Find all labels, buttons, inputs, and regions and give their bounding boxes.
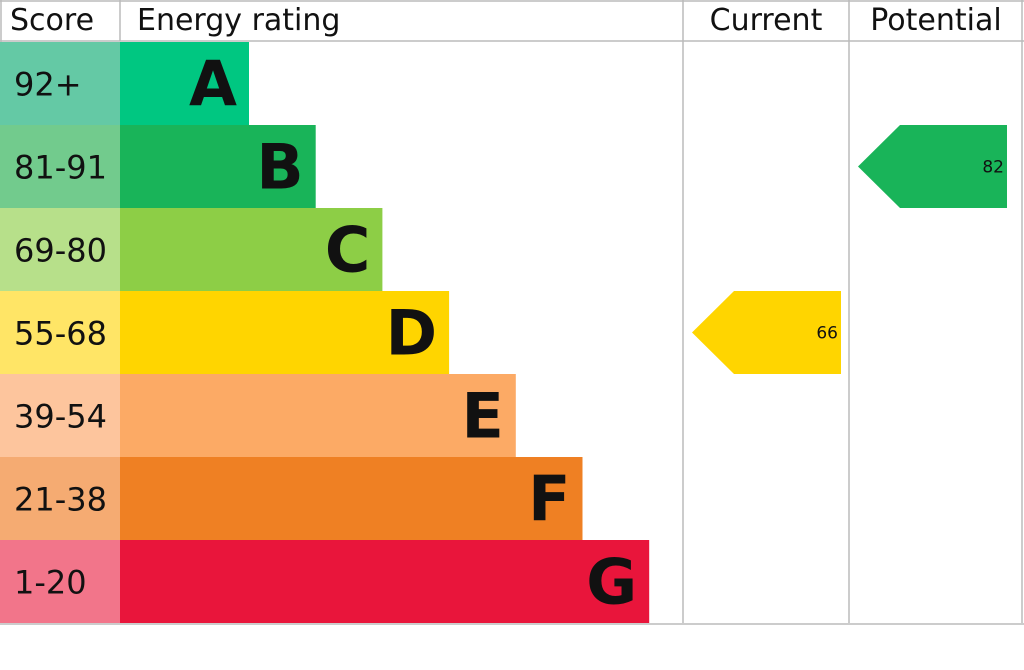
band-row-d: 55-68 D [0,291,450,374]
rating-letter: B [256,131,303,204]
score-range: 1-20 [14,564,87,602]
potential-rating-arrow-shape [858,125,1007,208]
band-row-f: 21-38 F [0,457,583,540]
score-range: 21-38 [14,481,107,519]
score-cell [0,291,120,374]
band-row-b: 81-91 B [0,125,316,208]
score-cell [0,374,120,457]
rating-letter: A [189,48,237,121]
score-range: 92+ [14,66,82,104]
rating-bar [120,374,516,457]
score-range: 39-54 [14,398,107,436]
score-range: 69-80 [14,232,107,270]
score-cell [0,42,120,125]
score-cell [0,540,120,623]
rating-letter: E [461,380,503,453]
potential-rating-arrow-value: 82 [982,158,1004,178]
header-energy-rating: Energy rating [137,3,340,38]
rating-letter: G [586,546,637,619]
current-rating-arrow-shape [692,291,841,374]
header-score: Score [10,3,94,38]
band-row-e: 39-54 E [0,374,516,457]
score-cell [0,457,120,540]
current-rating-arrow-value: 66 [816,324,838,344]
header-potential: Potential [870,3,1001,38]
band-row-a: 92+ A [0,42,249,125]
rating-letter: C [325,214,371,287]
potential-rating-arrow: 82 [858,125,1007,208]
band-row-c: 69-80 C [0,208,383,291]
band-row-g: 1-20 G [0,540,650,623]
rating-letter: D [386,297,437,370]
current-rating-arrow: 66 [692,291,841,374]
score-cell [0,208,120,291]
score-cell [0,125,120,208]
rating-bar [120,540,650,623]
rating-bar [120,125,316,208]
header-current: Current [710,3,823,38]
rating-bar [120,291,450,374]
rating-bar [120,457,583,540]
score-range: 81-91 [14,149,107,187]
rating-bar [120,42,249,125]
score-range: 55-68 [14,315,107,353]
rating-letter: F [528,463,570,536]
rating-bar [120,208,383,291]
